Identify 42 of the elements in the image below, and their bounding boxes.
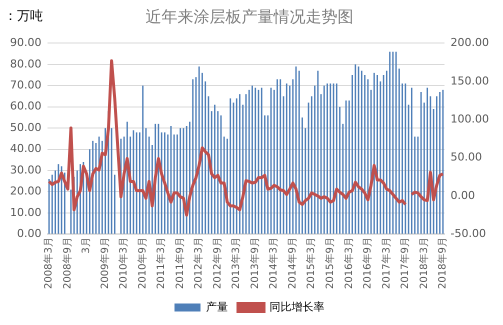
y-tick-label: 90.00 <box>10 36 42 50</box>
x-tick-label: 2015年9月 <box>324 237 336 289</box>
x-tick-label: 2015年3月 <box>305 237 318 289</box>
chart-title: 近年来涂层板产量情况走势图 <box>146 6 354 26</box>
x-tick-label: 2013年9月 <box>248 237 261 289</box>
text: ：万吨 <box>4 8 43 24</box>
y-tick-label: 10.00 <box>10 206 42 219</box>
x-tick-label: 2011年3月 <box>155 237 168 289</box>
x-tick-label: 2010年9月 <box>136 237 148 289</box>
y-tick-label: 50.00 <box>10 120 42 134</box>
y2-tick-label: 0.00 <box>450 188 476 202</box>
legend-label: 产量 <box>206 300 228 314</box>
y2-tick-label: 50.00 <box>450 150 482 164</box>
x-tick-label: 2016年3月 <box>342 237 355 289</box>
x-tick-label: 2012年3月 <box>192 237 205 289</box>
y2-tick-label: 150.00 <box>450 74 490 88</box>
y2-tick-label: 200.00 <box>450 36 490 50</box>
x-tick-label: 2018年9月 <box>436 237 449 289</box>
y2-tick-label: -50.00 <box>450 227 486 240</box>
x-tick-label: 2008年9月 <box>61 237 74 289</box>
y-tick-label: 60.00 <box>10 100 42 113</box>
x-tick-label: 2012年9月 <box>211 237 224 289</box>
y-tick-label: 80.00 <box>10 57 42 70</box>
x-tick-label: 2017年3月 <box>380 237 392 289</box>
y-tick-label: 40.00 <box>10 142 42 156</box>
x-tick-label: 2008年3月 <box>42 237 55 289</box>
x-tick-label: 2013年3月 <box>230 237 242 289</box>
y-tick-label: 30.00 <box>10 163 42 176</box>
legend-label: 同比增长率 <box>270 300 324 314</box>
x-tick-label: 2009年9月 <box>98 237 111 289</box>
y-tick-label: 70.00 <box>10 78 42 92</box>
x-tick-label: 3月 <box>81 237 92 254</box>
x-tick-label: 2016年9月 <box>362 237 374 289</box>
y2-tick-label: 100.00 <box>450 112 490 126</box>
x-tick-label: 2018年3月 <box>418 237 430 289</box>
x-tick-label: 2011年9月 <box>174 237 186 289</box>
x-tick-label: 2010年3月 <box>118 237 130 289</box>
x-tick-label: 2017年9月 <box>399 237 412 289</box>
y-tick-label: 20.00 <box>10 184 42 198</box>
y-tick-label: 0.00 <box>16 227 42 240</box>
x-tick-label: 2014年9月 <box>286 237 298 289</box>
x-tick-label: 2014年3月 <box>268 237 280 289</box>
